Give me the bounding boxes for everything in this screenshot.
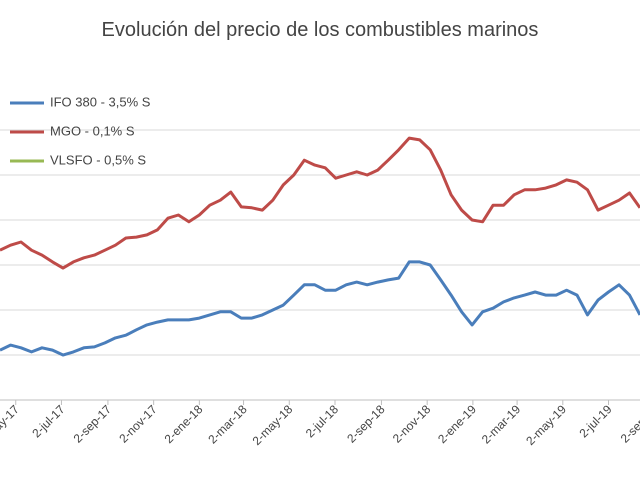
x-tick-label: 2-may-17 <box>0 402 22 448</box>
x-tick-label: 2-sep-18 <box>344 402 388 446</box>
x-tick-label: 2-nov-17 <box>116 402 160 446</box>
x-tick-label: 2-jul-18 <box>303 402 341 440</box>
chart-title: Evolución del precio de los combustibles… <box>102 19 539 41</box>
legend-label: VLSFO - 0,5% S <box>50 152 146 167</box>
x-tick-label: 2-sep-17 <box>71 402 115 446</box>
x-tick-label: 2-ene-19 <box>435 402 479 446</box>
x-tick-label: 2-nov-18 <box>390 402 434 446</box>
x-tick-label: 2-ene-18 <box>162 402 206 446</box>
x-tick-label: 2-mar-19 <box>479 402 524 447</box>
x-tick-label: 2-jul-17 <box>29 402 67 440</box>
x-tick-label: 2-jul-19 <box>576 402 614 440</box>
legend-label: MGO - 0,1% S <box>50 123 135 138</box>
x-tick-label: 2-may-19 <box>523 402 569 448</box>
x-tick-label: 2-sep-19 <box>618 402 640 446</box>
series-line <box>0 136 640 270</box>
legend-label: IFO 380 - 3,5% S <box>50 94 151 109</box>
x-tick-label: 2-mar-18 <box>205 402 250 447</box>
x-tick-label: 2-may-18 <box>250 402 296 448</box>
series-line <box>0 260 640 357</box>
